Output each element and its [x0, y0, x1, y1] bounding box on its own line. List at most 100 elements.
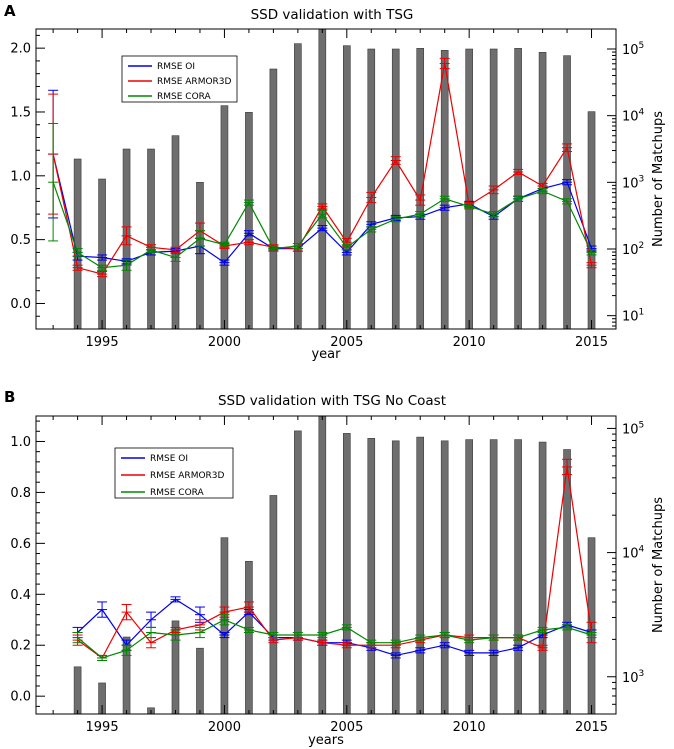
error-bar: [146, 246, 157, 253]
error-bar: [562, 179, 573, 186]
error-bar: [537, 644, 548, 651]
matchup-bar: [318, 415, 327, 715]
error-bar: [415, 211, 426, 218]
error-bar: [513, 644, 524, 651]
right-tick-label: 101: [622, 308, 644, 325]
error-bar: [97, 264, 108, 271]
error-bar: [48, 122, 59, 242]
y-tick-label: 0.6: [10, 537, 31, 552]
error-bar: [317, 225, 328, 232]
error-bar: [121, 226, 132, 246]
legend-label: RMSE CORA: [150, 488, 205, 498]
error-bar: [537, 626, 548, 633]
bar-group: [73, 28, 596, 330]
right-axis-label: Number of Matchups: [651, 497, 666, 633]
matchup-bar: [416, 436, 425, 715]
error-bar: [72, 631, 83, 644]
matchup-bar: [587, 111, 596, 330]
matchup-bar: [196, 182, 204, 330]
error-bar: [586, 262, 597, 269]
axes-group: 0.0 0.2 0.4 0.6 0.8 1.0 1995 2000 2005 2010 2015 10…: [10, 416, 645, 735]
matchup-bar: [367, 438, 376, 715]
x-axis-label: year: [311, 347, 341, 362]
error-bar: [121, 603, 132, 621]
error-bar: [390, 652, 401, 659]
error-bar: [72, 264, 83, 271]
matchup-bar: [294, 430, 302, 715]
error-bar: [170, 629, 181, 641]
matchup-bar: [514, 48, 522, 330]
error-bar: [219, 631, 230, 639]
error-bar: [537, 188, 548, 195]
matchup-bar: [294, 43, 302, 330]
legend-label: RMSE OI: [157, 62, 195, 72]
error-bar: [121, 259, 132, 271]
panel-letter: B: [4, 388, 15, 406]
matchup-bar: [367, 48, 376, 330]
error-bar: [243, 601, 254, 613]
error-bar: [439, 195, 450, 202]
matchup-bar: [196, 647, 204, 715]
matchup-bar: [489, 439, 498, 715]
series-group: [72, 458, 597, 662]
x-tick-label: 2015: [575, 335, 608, 350]
error-bar: [341, 642, 352, 649]
matchup-bar: [343, 45, 351, 330]
x-tick-label: 2000: [208, 335, 241, 350]
error-bar: [194, 626, 205, 639]
error-bar: [170, 596, 181, 603]
error-bar: [341, 244, 352, 251]
error-bar: [219, 259, 230, 266]
error-bar: [170, 253, 181, 262]
matchup-bar: [440, 440, 449, 715]
matchup-bar: [245, 112, 253, 330]
legend: RMSE OI RMSE ARMOR3D RMSE CORA: [114, 447, 234, 499]
right-tick-label: 105: [622, 41, 644, 58]
chart-title: SSD validation with TSG: [251, 7, 414, 23]
error-bar: [317, 209, 328, 219]
legend-box: [121, 55, 238, 103]
error-bar: [390, 639, 401, 646]
matchup-bar: [563, 55, 571, 330]
right-tick-label: 104: [622, 108, 645, 125]
right-axis-label: Number of Matchups: [651, 111, 666, 247]
error-bar: [243, 239, 254, 246]
error-bar: [586, 631, 597, 639]
right-tick-label: 105: [622, 420, 644, 437]
y-tick-label: 1.5: [10, 105, 31, 120]
series-line: [77, 619, 592, 659]
error-bar: [464, 637, 475, 644]
error-bar: [562, 143, 573, 153]
error-bar: [243, 199, 254, 206]
error-bar: [341, 624, 352, 631]
matchup-bar: [269, 68, 278, 330]
error-bar: [513, 168, 524, 176]
matchup-bar: [391, 440, 400, 715]
matchup-bar: [171, 135, 180, 330]
chart-title: SSD validation with TSG No Coast: [218, 393, 446, 409]
error-bar: [562, 458, 573, 476]
error-bar: [317, 631, 328, 639]
error-bar: [439, 642, 450, 649]
error-bar: [366, 639, 377, 646]
error-bar: [439, 631, 450, 639]
y-tick-label: 1.0: [10, 169, 31, 184]
error-bar: [513, 195, 524, 202]
error-bar: [146, 626, 157, 639]
error-bar: [219, 614, 230, 626]
panel-letter: A: [4, 2, 16, 20]
error-bar: [488, 185, 499, 195]
error-bar: [97, 654, 108, 662]
error-bar: [243, 230, 254, 237]
matchup-bar: [514, 439, 522, 715]
x-tick-label: 2005: [330, 720, 363, 735]
error-bar: [464, 649, 475, 656]
matchup-bar: [245, 560, 253, 715]
error-bar: [317, 639, 328, 646]
error-bar: [219, 241, 230, 248]
right-tick-label: 103: [622, 669, 644, 686]
matchup-bar: [318, 28, 327, 330]
error-bar: [488, 649, 499, 656]
x-tick-label: 2000: [208, 720, 241, 735]
